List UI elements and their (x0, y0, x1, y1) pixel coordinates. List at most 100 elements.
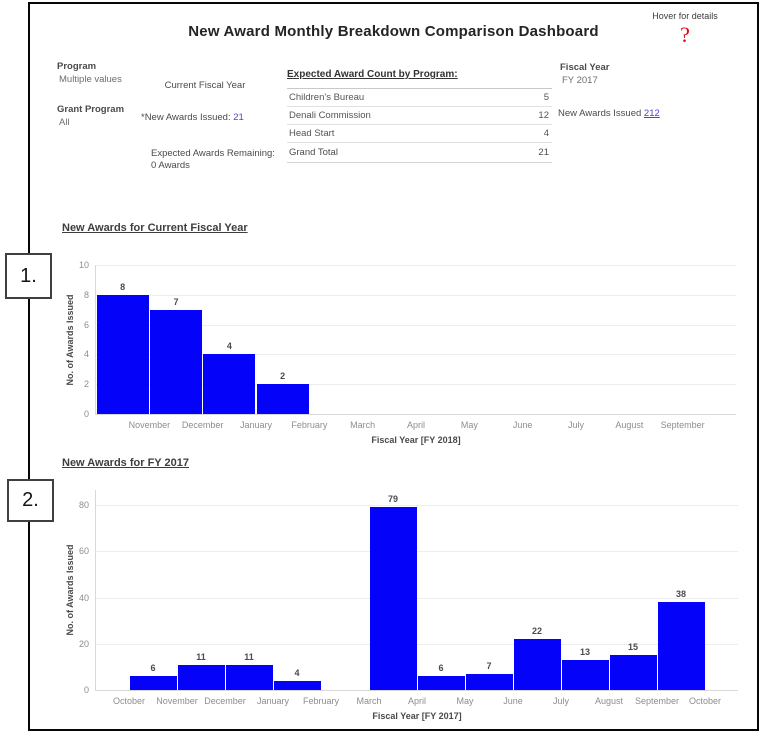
bar-august[interactable] (609, 655, 657, 690)
bar-october[interactable] (129, 676, 177, 690)
bar-march[interactable] (369, 507, 417, 690)
x-axis-month-label: July (552, 696, 570, 706)
y-axis-tick-label: 60 (78, 546, 89, 557)
chart1-title: New Awards for Current Fiscal Year (62, 222, 248, 234)
x-axis-month-label: November (156, 696, 198, 706)
bar-november[interactable] (177, 664, 225, 690)
bar-may[interactable] (465, 673, 513, 690)
gridline (96, 294, 736, 296)
bar-value-label: 4 (226, 341, 232, 352)
table-cell-program: Head Start (289, 128, 335, 139)
x-axis-month-label: November (128, 420, 171, 430)
x-axis-month-label: September (634, 696, 680, 706)
y-axis-title: No. of Awards Issued (65, 544, 75, 636)
bar-april[interactable] (417, 676, 465, 690)
bar-value-label: 79 (387, 494, 399, 505)
x-axis-month-label: October (688, 696, 722, 706)
gridline (96, 505, 738, 507)
x-axis-month-label: March (350, 420, 376, 430)
page-title: New Award Monthly Breakdown Comparison D… (188, 23, 599, 40)
y-axis-tick-label: 20 (78, 638, 89, 649)
y-axis-tick-label: 40 (78, 592, 89, 603)
expected-award-table: Expected Award Count by Program: Childre… (287, 66, 552, 163)
y-axis-tick-label: 10 (78, 260, 89, 270)
bar-value-label: 38 (675, 589, 687, 600)
x-axis-month-label: August (594, 696, 624, 706)
y-axis-tick-label: 2 (83, 379, 89, 390)
grant-program-filter-label: Grant Program (57, 104, 125, 115)
bar-january[interactable] (273, 680, 321, 690)
dashboard-border (28, 2, 759, 731)
y-axis-tick-label: 6 (83, 319, 89, 330)
fy2017-issued-value-link[interactable]: 212 (643, 108, 660, 119)
x-axis-month-label: May (456, 696, 474, 706)
x-axis-month-label: September (660, 420, 705, 430)
bar-value-label: 7 (173, 296, 179, 307)
gridline (96, 551, 738, 553)
help-question-icon[interactable]: ? (680, 22, 690, 47)
y-axis-tick-label: 8 (83, 289, 89, 300)
table-row[interactable]: Children's Bureau 5 (287, 89, 552, 107)
x-axis-month-label: December (204, 696, 246, 706)
bar-value-label: 11 (196, 651, 206, 662)
expected-remaining-label: Expected Awards Remaining: (151, 148, 275, 159)
new-awards-issued-value-link[interactable]: 21 (233, 112, 244, 123)
bar-july[interactable] (561, 659, 609, 690)
table-cell-program: Denali Commission (289, 110, 371, 121)
bar-december[interactable] (203, 354, 256, 414)
chart2-plot-area: 0 20 40 60 80 6 11 11 4 79 6 7 22 13 15 38 October Novemb… (65, 490, 738, 721)
table-row[interactable]: Grand Total 21 (287, 143, 552, 163)
y-axis-tick-label: 0 (83, 409, 89, 419)
gridline (96, 384, 736, 386)
fiscal-year-label: Fiscal Year (560, 62, 610, 73)
new-awards-issued-prefix: *New Awards Issued: (141, 112, 231, 123)
bar-june[interactable] (513, 639, 561, 690)
bar-september[interactable] (657, 602, 705, 690)
hover-hint-label: Hover for details (652, 11, 718, 21)
bar-december[interactable] (225, 664, 273, 690)
x-axis-month-label: July (567, 420, 585, 430)
table-row[interactable]: Denali Commission 12 (287, 107, 552, 125)
x-axis-month-label: August (615, 420, 644, 430)
bar-value-label: 7 (486, 660, 492, 671)
y-axis-tick-label: 0 (83, 685, 89, 695)
expected-award-table-title: Expected Award Count by Program: (287, 66, 552, 89)
gridline (96, 324, 736, 326)
x-axis-month-label: October (112, 696, 146, 706)
x-axis-title: Fiscal Year [FY 2018] (371, 435, 461, 445)
y-axis-title: No. of Awards Issued (65, 293, 75, 386)
bar-october[interactable] (96, 294, 149, 414)
bar-value-label: 13 (579, 646, 591, 657)
bar-january[interactable] (256, 384, 309, 414)
bar-november[interactable] (149, 309, 203, 414)
table-cell-program: Children's Bureau (289, 92, 365, 103)
fy2017-issued-line: New Awards Issued 212 (558, 108, 660, 119)
expected-remaining-value: 0 Awards (151, 160, 190, 171)
bar-value-label: 6 (150, 663, 156, 674)
x-axis-month-label: February (302, 696, 340, 706)
bar-value-label: 11 (244, 651, 254, 662)
current-fy-heading: Current Fiscal Year (164, 80, 246, 91)
x-axis-month-label: April (407, 696, 427, 706)
gridline (96, 265, 736, 266)
gridline (96, 643, 738, 645)
table-row[interactable]: Head Start 4 (287, 125, 552, 143)
bar-value-label: 4 (294, 667, 300, 678)
gridline (96, 354, 736, 356)
chart2-title: New Awards for FY 2017 (62, 457, 189, 469)
x-axis-month-label: March (356, 696, 382, 706)
program-filter-label: Program (57, 61, 97, 72)
table-cell-count: 21 (538, 147, 549, 158)
bar-value-label: 22 (531, 626, 543, 637)
x-axis-month-label: April (406, 420, 426, 430)
grant-program-filter-value: All (59, 117, 70, 128)
table-cell-count: 12 (538, 110, 549, 121)
table-cell-count: 5 (543, 92, 549, 103)
x-axis-title: Fiscal Year [FY 2017] (372, 711, 462, 721)
bar-value-label: 6 (438, 663, 444, 674)
fiscal-year-value: FY 2017 (562, 75, 598, 86)
table-cell-count: 4 (543, 128, 549, 139)
x-axis-month-label: February (291, 420, 328, 430)
chart1-plot-area: 0 2 4 6 8 10 8 7 4 2 November December January Februa… (65, 260, 736, 445)
table-cell-program: Grand Total (289, 147, 338, 158)
